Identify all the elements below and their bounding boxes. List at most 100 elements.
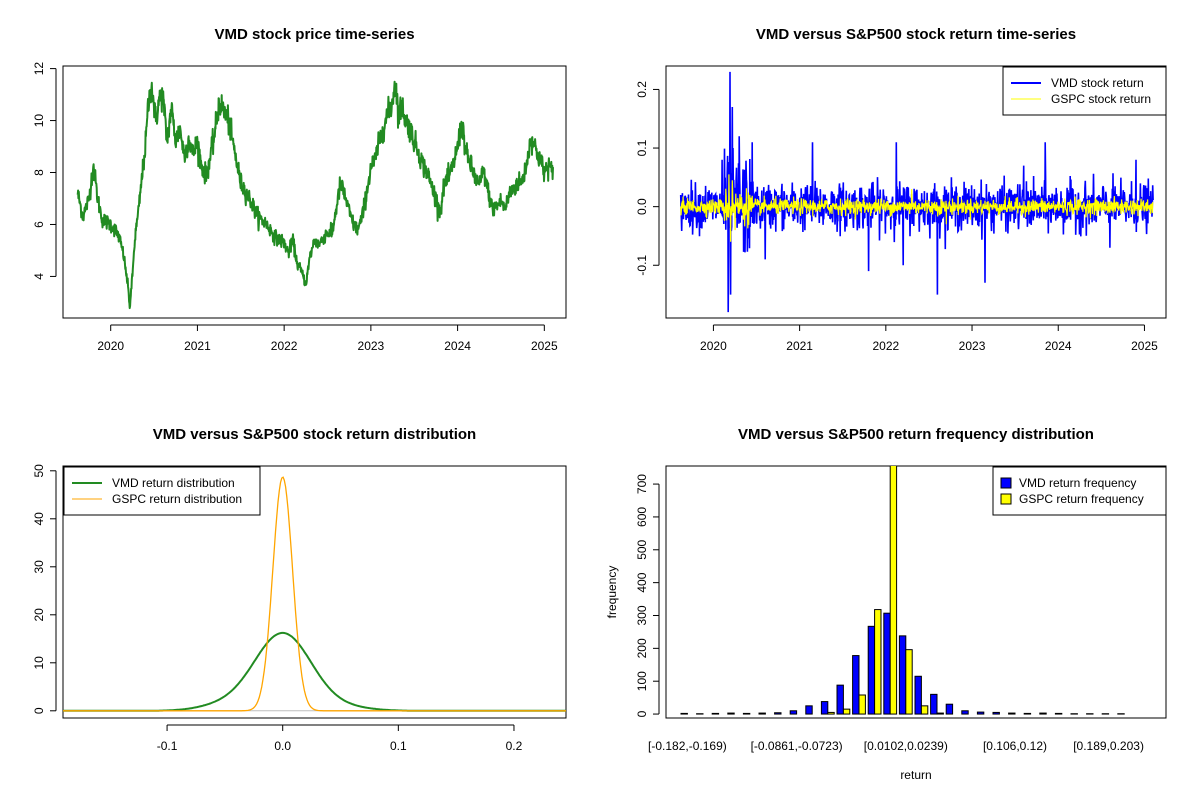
plot-frame (62, 465, 567, 719)
plot-frame (665, 465, 1167, 719)
gspc-frequency-bar (874, 609, 882, 715)
y-tick-label: -0.1 (635, 255, 649, 276)
vmd-frequency-bar (774, 712, 782, 715)
vmd-frequency-bar (898, 635, 907, 715)
legend-entry: VMD stock return (1051, 76, 1144, 90)
x-tick-label: 2022 (271, 339, 298, 353)
vmd-frequency-bar (992, 711, 1000, 715)
vmd-frequency-bar (820, 701, 829, 715)
gspc-frequency-bar (842, 708, 851, 715)
vmd-frequency-bar (867, 625, 876, 715)
y-tick-label: 10 (32, 656, 46, 670)
x-axis-title: return (900, 768, 931, 782)
y-tick-label: 40 (32, 512, 46, 526)
vmd-frequency-bar (836, 684, 844, 715)
x-tick-label: 2022 (872, 339, 899, 353)
legend-box (1002, 66, 1167, 116)
y-tick-label: 6 (32, 221, 46, 228)
y-tick-label: 8 (32, 169, 46, 176)
y-tick-label: 4 (32, 273, 46, 280)
y-tick-label: 700 (635, 474, 649, 494)
vmd-frequency-bar (1039, 712, 1047, 715)
legend-entry: GSPC stock return (1051, 92, 1151, 106)
y-tick-label: 12 (32, 62, 46, 76)
y-tick-label: 100 (635, 671, 649, 691)
legend-entry: GSPC return frequency (1019, 492, 1144, 506)
vmd-frequency-bar (883, 612, 891, 715)
x-tick-label: 2021 (184, 339, 211, 353)
gspc-frequency-bar (920, 705, 929, 715)
legend-entry: GSPC return distribution (112, 492, 242, 506)
panel-return-frequency: VMD versus S&P500 return frequency distr… (605, 426, 1167, 782)
legend-box (992, 466, 1167, 516)
gspc-frequency-bar (936, 712, 944, 715)
vmd-frequency-bar (914, 675, 922, 715)
vmd-frequency-bar (930, 693, 938, 715)
x-tick-label: 2023 (959, 339, 986, 353)
x-tick-label: [0.0102,0.0239) (864, 739, 948, 753)
x-tick-label: 2025 (1131, 339, 1158, 353)
plot-frame (62, 65, 567, 319)
y-tick-label: 0.0 (635, 198, 649, 215)
y-tick-label: 10 (32, 114, 46, 128)
x-tick-label: 2021 (786, 339, 813, 353)
vmd-frequency-bar (727, 712, 735, 715)
legend-entry: VMD return frequency (1019, 476, 1136, 490)
gspc-return-line (680, 174, 1154, 242)
vmd-frequency-bar (789, 710, 798, 715)
x-tick-label: [-0.0861,-0.0723) (751, 739, 843, 753)
x-tick-label: -0.1 (157, 739, 178, 753)
gspc-frequency-bar (827, 711, 835, 715)
gspc-frequency-bar (905, 649, 913, 715)
x-tick-label: [0.189,0.203) (1073, 739, 1144, 753)
vmd-frequency-bar (945, 703, 954, 715)
x-tick-label: 0.1 (390, 739, 407, 753)
chart-title: VMD stock price time-series (214, 26, 414, 43)
legend-box (63, 466, 261, 516)
vmd-frequency-bar (805, 705, 813, 715)
y-tick-label: 600 (635, 507, 649, 527)
legend-entry: VMD return distribution (112, 476, 235, 490)
vmd-frequency-bar (742, 712, 751, 715)
panel-price-timeseries: VMD stock price time-series 4 6 8 10 12 2020 20… (32, 26, 567, 353)
chart-title: VMD versus S&P500 return frequency distr… (738, 426, 1094, 443)
x-tick-label: [0.106,0.12) (983, 739, 1047, 753)
vmd-density-curve (63, 631, 566, 712)
chart-title: VMD versus S&P500 stock return distribut… (153, 426, 476, 443)
bar-group (680, 466, 1125, 715)
vmd-frequency-bar (1008, 712, 1016, 715)
y-tick-label: 0.2 (635, 81, 649, 98)
gspc-frequency-bar (889, 466, 898, 715)
x-tick-label: 2020 (700, 339, 727, 353)
vmd-frequency-bar (758, 712, 766, 715)
panel-return-distribution: VMD versus S&P500 stock return distribut… (32, 426, 567, 753)
y-tick-label: 30 (32, 560, 46, 574)
plot-frame (665, 65, 1167, 319)
price-line (76, 80, 554, 310)
gspc-frequency-bar (858, 694, 866, 715)
x-tick-label: 0.0 (274, 739, 291, 753)
y-tick-label: 500 (635, 539, 649, 559)
x-tick-label: 2023 (358, 339, 385, 353)
vmd-frequency-bar (1023, 712, 1032, 715)
x-tick-label: 2024 (444, 339, 471, 353)
panel-return-timeseries: VMD versus S&P500 stock return time-seri… (635, 26, 1167, 353)
vmd-frequency-bar (976, 711, 985, 715)
chart-title: VMD versus S&P500 stock return time-seri… (756, 26, 1076, 43)
legend-swatch (1000, 493, 1012, 505)
x-tick-label: 2025 (531, 339, 558, 353)
vmd-frequency-bar (711, 712, 720, 715)
y-tick-label: 0 (32, 707, 46, 714)
x-tick-label: 2020 (97, 339, 124, 353)
y-tick-label: 0 (635, 710, 649, 717)
legend-swatch (1000, 477, 1012, 489)
y-tick-label: 200 (635, 638, 649, 658)
gspc-density-curve (63, 476, 566, 712)
vmd-frequency-bar (680, 712, 688, 715)
y-tick-label: 400 (635, 572, 649, 592)
y-tick-label: 300 (635, 605, 649, 625)
vmd-frequency-bar (1054, 712, 1063, 715)
x-tick-label: 0.2 (506, 739, 523, 753)
y-tick-label: 0.1 (635, 139, 649, 156)
